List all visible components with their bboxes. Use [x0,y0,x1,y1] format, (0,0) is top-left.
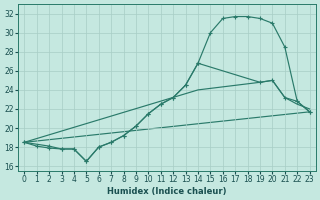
X-axis label: Humidex (Indice chaleur): Humidex (Indice chaleur) [107,187,227,196]
